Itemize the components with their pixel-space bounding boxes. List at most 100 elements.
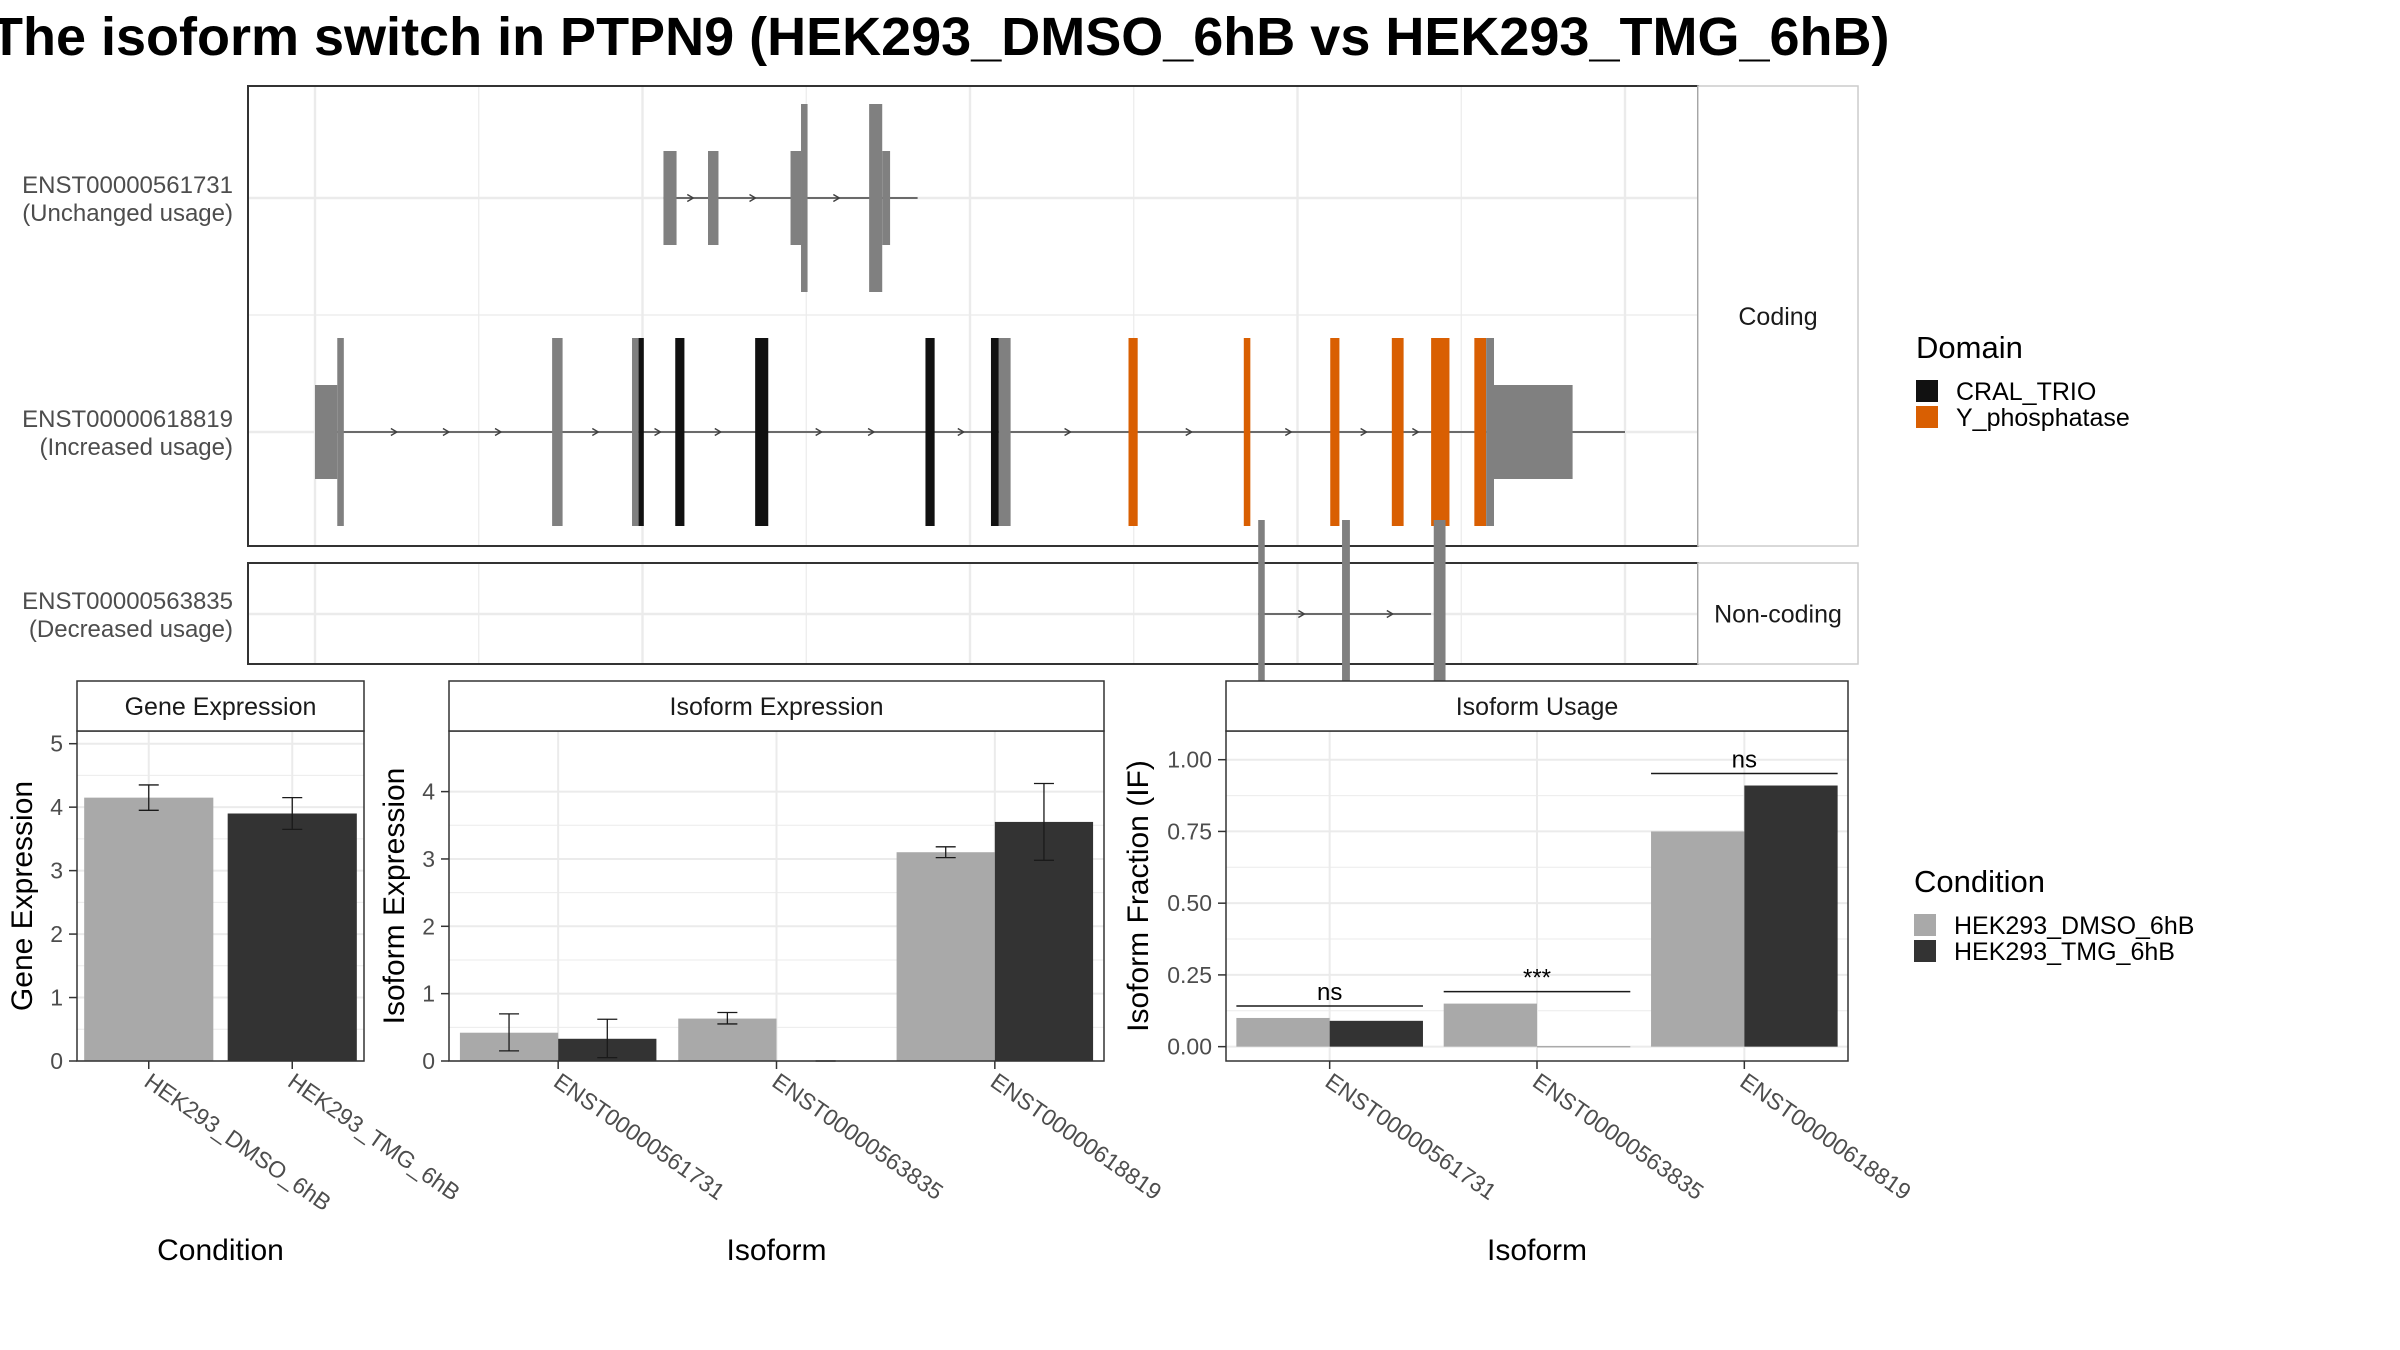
exon-y-phosphatase	[1330, 338, 1340, 526]
facet-strip	[1225, 680, 1849, 732]
exon-cral-trio	[990, 338, 999, 526]
facet-strip-label: Gene Expression	[125, 693, 317, 721]
transcript-id-label: ENST00000561731	[22, 172, 233, 199]
exon-exon	[708, 151, 719, 245]
exon-y-phosphatase	[1128, 338, 1138, 526]
bar	[896, 852, 995, 1061]
exon-exon	[801, 104, 808, 292]
intron-arrow	[832, 193, 841, 203]
x-axis-title: Condition	[157, 1234, 284, 1267]
y-tick-label: 3	[422, 846, 435, 872]
exon-y-phosphatase	[1431, 338, 1450, 526]
exon-exon	[869, 104, 883, 292]
intron-arrow	[749, 193, 757, 203]
y-tick-label: 0.25	[1167, 962, 1212, 988]
bar	[1651, 831, 1745, 1047]
bar	[1329, 1020, 1423, 1047]
y-tick-label: 0.50	[1167, 890, 1212, 916]
y-tick-label: 0	[50, 1048, 63, 1074]
exon-exon	[663, 151, 677, 245]
exon-exon	[315, 385, 338, 479]
domain-legend-label: Y_phosphatase	[1956, 404, 2130, 432]
condition-legend-key	[1914, 914, 1936, 936]
y-tick-label: 1	[50, 985, 63, 1011]
bar	[678, 1018, 777, 1061]
intron-arrow	[654, 427, 662, 437]
intron-arrow	[390, 427, 399, 437]
bar	[1443, 1003, 1537, 1047]
exon-exon	[998, 338, 1011, 526]
transcript-ENST00000563835	[1258, 520, 1446, 708]
exon-y-phosphatase	[1243, 338, 1251, 526]
exon-cral-trio	[638, 338, 644, 526]
intron-arrow	[815, 427, 824, 437]
exon-exon	[882, 151, 891, 245]
intron-arrow	[1386, 609, 1395, 619]
domain-legend-label: CRAL_TRIO	[1956, 378, 2096, 406]
y-tick-label: 1.00	[1167, 747, 1212, 773]
domain-legend-key	[1916, 406, 1938, 428]
bar	[994, 821, 1094, 1061]
y-tick-label: 1	[422, 981, 435, 1007]
transcript-ENST00000561731	[663, 104, 918, 292]
exon-y-phosphatase	[1391, 338, 1404, 526]
facet-strip	[1697, 85, 1859, 547]
transcript-status-label: (Increased usage)	[40, 434, 233, 461]
exon-cral-trio	[755, 338, 769, 526]
exon-exon	[337, 338, 344, 526]
facet-strip-label: Coding	[1738, 303, 1817, 331]
intron-arrow	[714, 427, 723, 437]
exon-cral-trio	[675, 338, 685, 526]
condition-legend-title: Condition	[1914, 864, 2045, 899]
facet-strip-label: Non-coding	[1714, 601, 1842, 629]
significance-label: ***	[1523, 965, 1551, 992]
exon-exon	[1494, 385, 1573, 479]
exon-y-phosphatase	[1474, 338, 1487, 526]
intron-arrow	[686, 193, 695, 203]
intron-arrow	[1284, 427, 1293, 437]
facet-strip-label: Isoform Expression	[670, 693, 884, 721]
intron-arrow	[1185, 427, 1194, 437]
significance-label: ns	[1732, 747, 1757, 774]
exon-cral-trio	[925, 338, 935, 526]
y-tick-label: 4	[422, 779, 435, 805]
facet-strip	[76, 680, 365, 732]
facet-strip	[448, 680, 1105, 732]
bar	[227, 813, 357, 1061]
y-tick-label: 2	[50, 921, 63, 947]
intron-arrow	[1412, 427, 1420, 437]
facet-strip	[1697, 562, 1859, 665]
exon-exon	[1342, 520, 1350, 708]
exon-exon	[790, 151, 802, 245]
x-axis-title: Isoform	[1487, 1234, 1587, 1267]
intron-arrow	[494, 427, 503, 437]
y-axis-title: Isoform Expression	[378, 768, 411, 1025]
intron-arrow	[867, 427, 876, 437]
intron-arrow	[1064, 427, 1072, 437]
y-axis-title: Isoform Fraction (IF)	[1122, 760, 1155, 1032]
y-tick-label: 0	[422, 1048, 435, 1074]
y-tick-label: 0.00	[1167, 1034, 1212, 1060]
intron-arrow	[591, 427, 600, 437]
condition-legend-key	[1914, 940, 1936, 962]
intron-arrow	[1360, 427, 1369, 437]
condition-legend-label: HEK293_DMSO_6hB	[1954, 912, 2194, 940]
bar	[84, 797, 214, 1061]
domain-legend-title: Domain	[1916, 330, 2023, 365]
x-axis-title: Isoform	[726, 1234, 826, 1267]
transcript-id-label: ENST00000563835	[22, 588, 233, 615]
exon-exon	[1433, 520, 1446, 708]
y-axis-title: Gene Expression	[6, 781, 39, 1011]
figure-title: The isoform switch in PTPN9 (HEK293_DMSO…	[0, 7, 1890, 67]
bar	[1236, 1017, 1330, 1047]
y-tick-label: 0.75	[1167, 818, 1212, 844]
intron-arrow	[442, 427, 451, 437]
transcript-status-label: (Decreased usage)	[29, 616, 233, 643]
significance-label: ns	[1317, 979, 1342, 1006]
bar	[1537, 1046, 1631, 1048]
condition-legend-label: HEK293_TMG_6hB	[1954, 938, 2175, 966]
y-tick-label: 3	[50, 858, 63, 884]
y-tick-label: 4	[50, 794, 63, 820]
